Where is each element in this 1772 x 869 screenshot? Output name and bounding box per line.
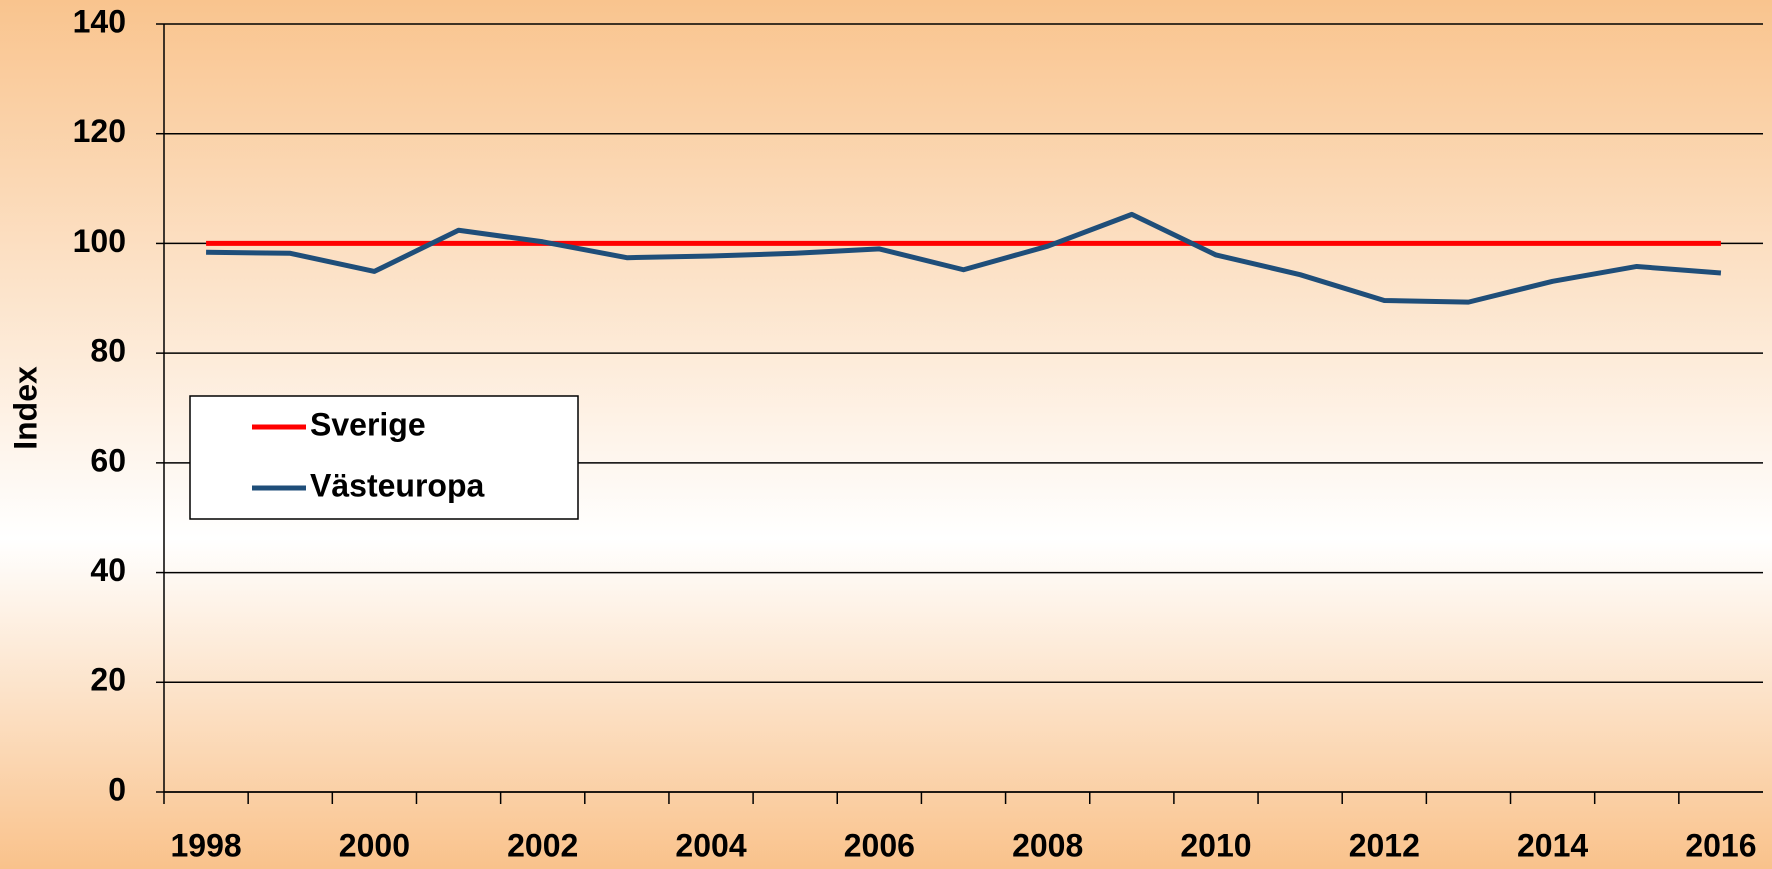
legend-label: Västeuropa bbox=[310, 467, 484, 503]
y-tick-label: 120 bbox=[73, 113, 126, 149]
legend-label: Sverige bbox=[310, 406, 426, 442]
y-tick-label: 140 bbox=[73, 3, 126, 39]
x-tick-label: 2010 bbox=[1180, 827, 1251, 863]
y-tick-label: 40 bbox=[90, 552, 126, 588]
series-line bbox=[206, 211, 1722, 305]
y-tick-label: 20 bbox=[90, 662, 126, 698]
y-axis-label: Index bbox=[7, 366, 43, 450]
x-tick-label: 2006 bbox=[844, 827, 915, 863]
x-tick-label: 2002 bbox=[507, 827, 578, 863]
x-tick-label: 2008 bbox=[1012, 827, 1083, 863]
x-tick-label: 2012 bbox=[1349, 827, 1420, 863]
legend-box bbox=[189, 395, 579, 520]
y-tick-label: 100 bbox=[73, 223, 126, 259]
x-tick-label: 2014 bbox=[1517, 827, 1588, 863]
x-tick-label: 2016 bbox=[1685, 827, 1756, 863]
x-tick-label: 2004 bbox=[675, 827, 746, 863]
y-tick-label: 80 bbox=[90, 333, 126, 369]
x-tick-label: 1998 bbox=[170, 827, 241, 863]
x-tick-label: 2000 bbox=[339, 827, 410, 863]
y-tick-label: 60 bbox=[90, 442, 126, 478]
y-tick-label: 0 bbox=[108, 771, 126, 807]
